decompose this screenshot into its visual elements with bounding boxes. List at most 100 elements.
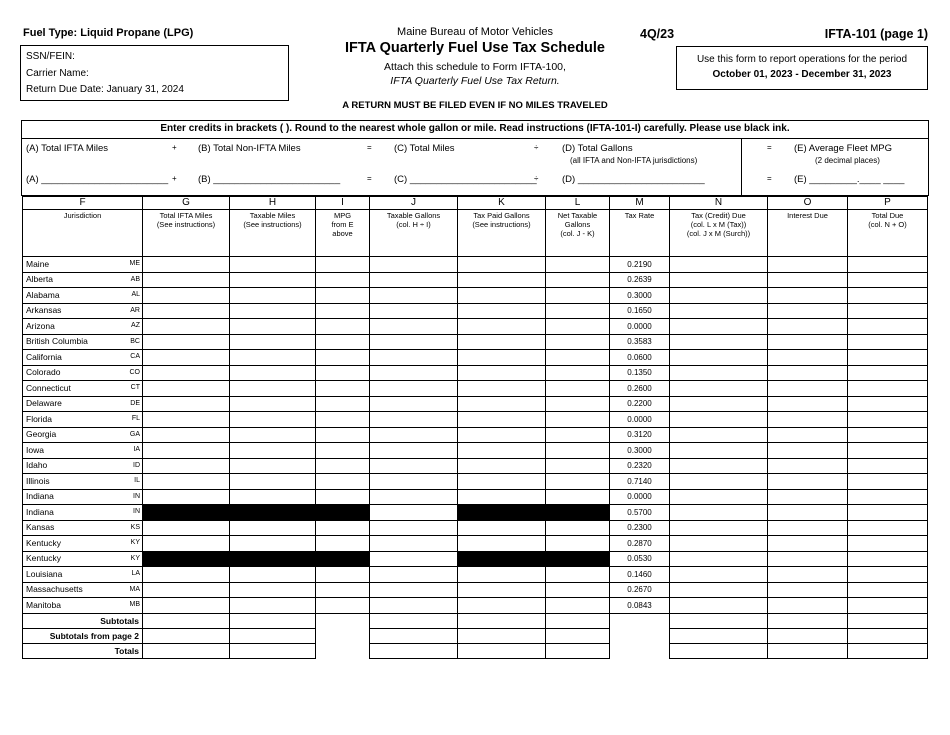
entry-cell-G [142, 318, 230, 335]
entry-cell-H [229, 318, 316, 335]
entry-cell-N [669, 627, 768, 644]
quarter-label: 4Q/23 [640, 27, 675, 41]
entry-cell-G [142, 271, 230, 288]
entry-cell-N [669, 318, 768, 335]
jurisdiction-name: Massachusetts [26, 584, 83, 595]
jurisdiction-cell: Kentucky KY [22, 550, 143, 567]
total-ifta-miles-label: (A) Total IFTA Miles [26, 142, 108, 154]
entry-cell-J [369, 612, 458, 629]
entry-cell-H [229, 442, 316, 459]
entry-cell-J [369, 519, 458, 536]
col-desc-J: Taxable Gallons (col. H ÷ I) [369, 209, 458, 257]
entry-cell-P [847, 519, 928, 536]
col-desc-K: Tax Paid Gallons (See instructions) [457, 209, 546, 257]
spacer-I [315, 643, 370, 659]
entry-cell-P [847, 411, 928, 428]
entry-cell-I [315, 364, 370, 381]
entry-cell-J [369, 550, 458, 567]
jurisdiction-name: Illinois [26, 475, 50, 486]
entry-cell-P [847, 302, 928, 319]
entry-cell-G [142, 395, 230, 412]
jurisdiction-row: Kansas KS 0.2300 [22, 519, 928, 536]
entry-cell-P [847, 256, 928, 273]
col-letter-P: P [847, 196, 928, 210]
entry-cell-H [229, 612, 316, 629]
divide-sign: ÷ [534, 142, 539, 152]
entry-cell-L [545, 318, 610, 335]
entry-cell-K [457, 395, 546, 412]
entry-cell-H [229, 411, 316, 428]
entry-cell-J [369, 581, 458, 598]
entry-cell-J [369, 535, 458, 552]
jurisdiction-cell: Illinois IL [22, 473, 143, 490]
jurisdiction-cell: Iowa IA [22, 442, 143, 459]
tax-rate-cell: 0.0000 [609, 318, 670, 335]
filing-notice: A RETURN MUST BE FILED EVEN IF NO MILES … [342, 100, 608, 111]
col-letter-F: F [22, 196, 143, 210]
totals-row: Subtotals [22, 612, 928, 629]
entry-cell-L [545, 566, 610, 583]
jurisdiction-name: Indiana [26, 506, 54, 517]
jurisdiction-name: Manitoba [26, 599, 61, 610]
jurisdiction-code: CT [130, 384, 140, 391]
entry-cell-L [545, 426, 610, 443]
plus-sign: + [172, 173, 177, 183]
entry-cell-L [545, 349, 610, 366]
entry-cell-I [315, 597, 370, 614]
col-letter-G: G [142, 196, 230, 210]
spacer-M [609, 628, 670, 644]
jurisdiction-name: Connecticut [26, 382, 71, 393]
entry-cell-P [847, 318, 928, 335]
jurisdiction-cell: Kansas KS [22, 519, 143, 536]
entry-cell-L [545, 642, 610, 660]
entry-cell-I [315, 535, 370, 552]
entry-cell-N [669, 411, 768, 428]
jurisdiction-cell: Alabama AL [22, 287, 143, 304]
jurisdiction-code: KS [130, 523, 140, 531]
entry-cell-H [229, 581, 316, 598]
entry-cell-O [767, 550, 848, 567]
tax-rate-cell: 0.2600 [609, 380, 670, 397]
entry-cell-G [142, 287, 230, 304]
entry-cell-K [457, 364, 546, 381]
jurisdiction-row: Idaho ID 0.2320 [22, 457, 928, 474]
attach-instruction: Attach this schedule to Form IFTA-100, [384, 61, 566, 73]
entry-cell-J [369, 333, 458, 350]
tax-rate-cell: 0.2870 [609, 535, 670, 552]
jurisdiction-cell: Indiana IN [22, 488, 143, 505]
jurisdiction-name: Louisiana [26, 568, 63, 579]
entry-cell-N [669, 504, 768, 521]
entry-cell-I [315, 256, 370, 273]
entry-cell-G [142, 380, 230, 397]
entry-cell-O [767, 504, 848, 521]
jurisdiction-name: Alabama [26, 289, 60, 300]
entry-cell-G [142, 411, 230, 428]
mpg-decimal-note: (2 decimal places) [815, 155, 880, 165]
spacer-I [315, 613, 370, 629]
jurisdiction-code: CO [129, 368, 141, 376]
entry-cell-O [767, 411, 848, 428]
col-letter-J: J [369, 196, 458, 210]
entry-cell-K [457, 535, 546, 552]
entry-cell-J [369, 426, 458, 443]
jurisdiction-code: FL [131, 415, 140, 422]
entry-cell-G [142, 519, 230, 536]
entry-cell-K [457, 473, 546, 490]
jurisdiction-row: Kentucky KY 0.0530 [22, 550, 928, 567]
jurisdiction-cell: Indiana IN [22, 504, 143, 521]
entry-cell-O [767, 256, 848, 273]
entry-cell-G [142, 302, 230, 319]
section-divider [741, 138, 742, 195]
entry-cell-P [847, 271, 928, 288]
entry-cell-H [229, 380, 316, 397]
entry-cell-P [847, 550, 928, 567]
entry-cell-L [545, 488, 610, 505]
period-instruction: Use this form to report operations for t… [696, 54, 908, 65]
total-ifta-miles-blank: (A) ________________________ [26, 173, 169, 185]
spacer-M [609, 613, 670, 629]
jurisdiction-row: Delaware DE 0.2200 [22, 395, 928, 412]
total-miles-label: (C) Total Miles [394, 142, 455, 154]
instructions-banner: Enter credits in brackets ( ). Round to … [21, 120, 929, 139]
entry-cell-O [767, 566, 848, 583]
tax-rate-cell: 0.3000 [609, 442, 670, 459]
